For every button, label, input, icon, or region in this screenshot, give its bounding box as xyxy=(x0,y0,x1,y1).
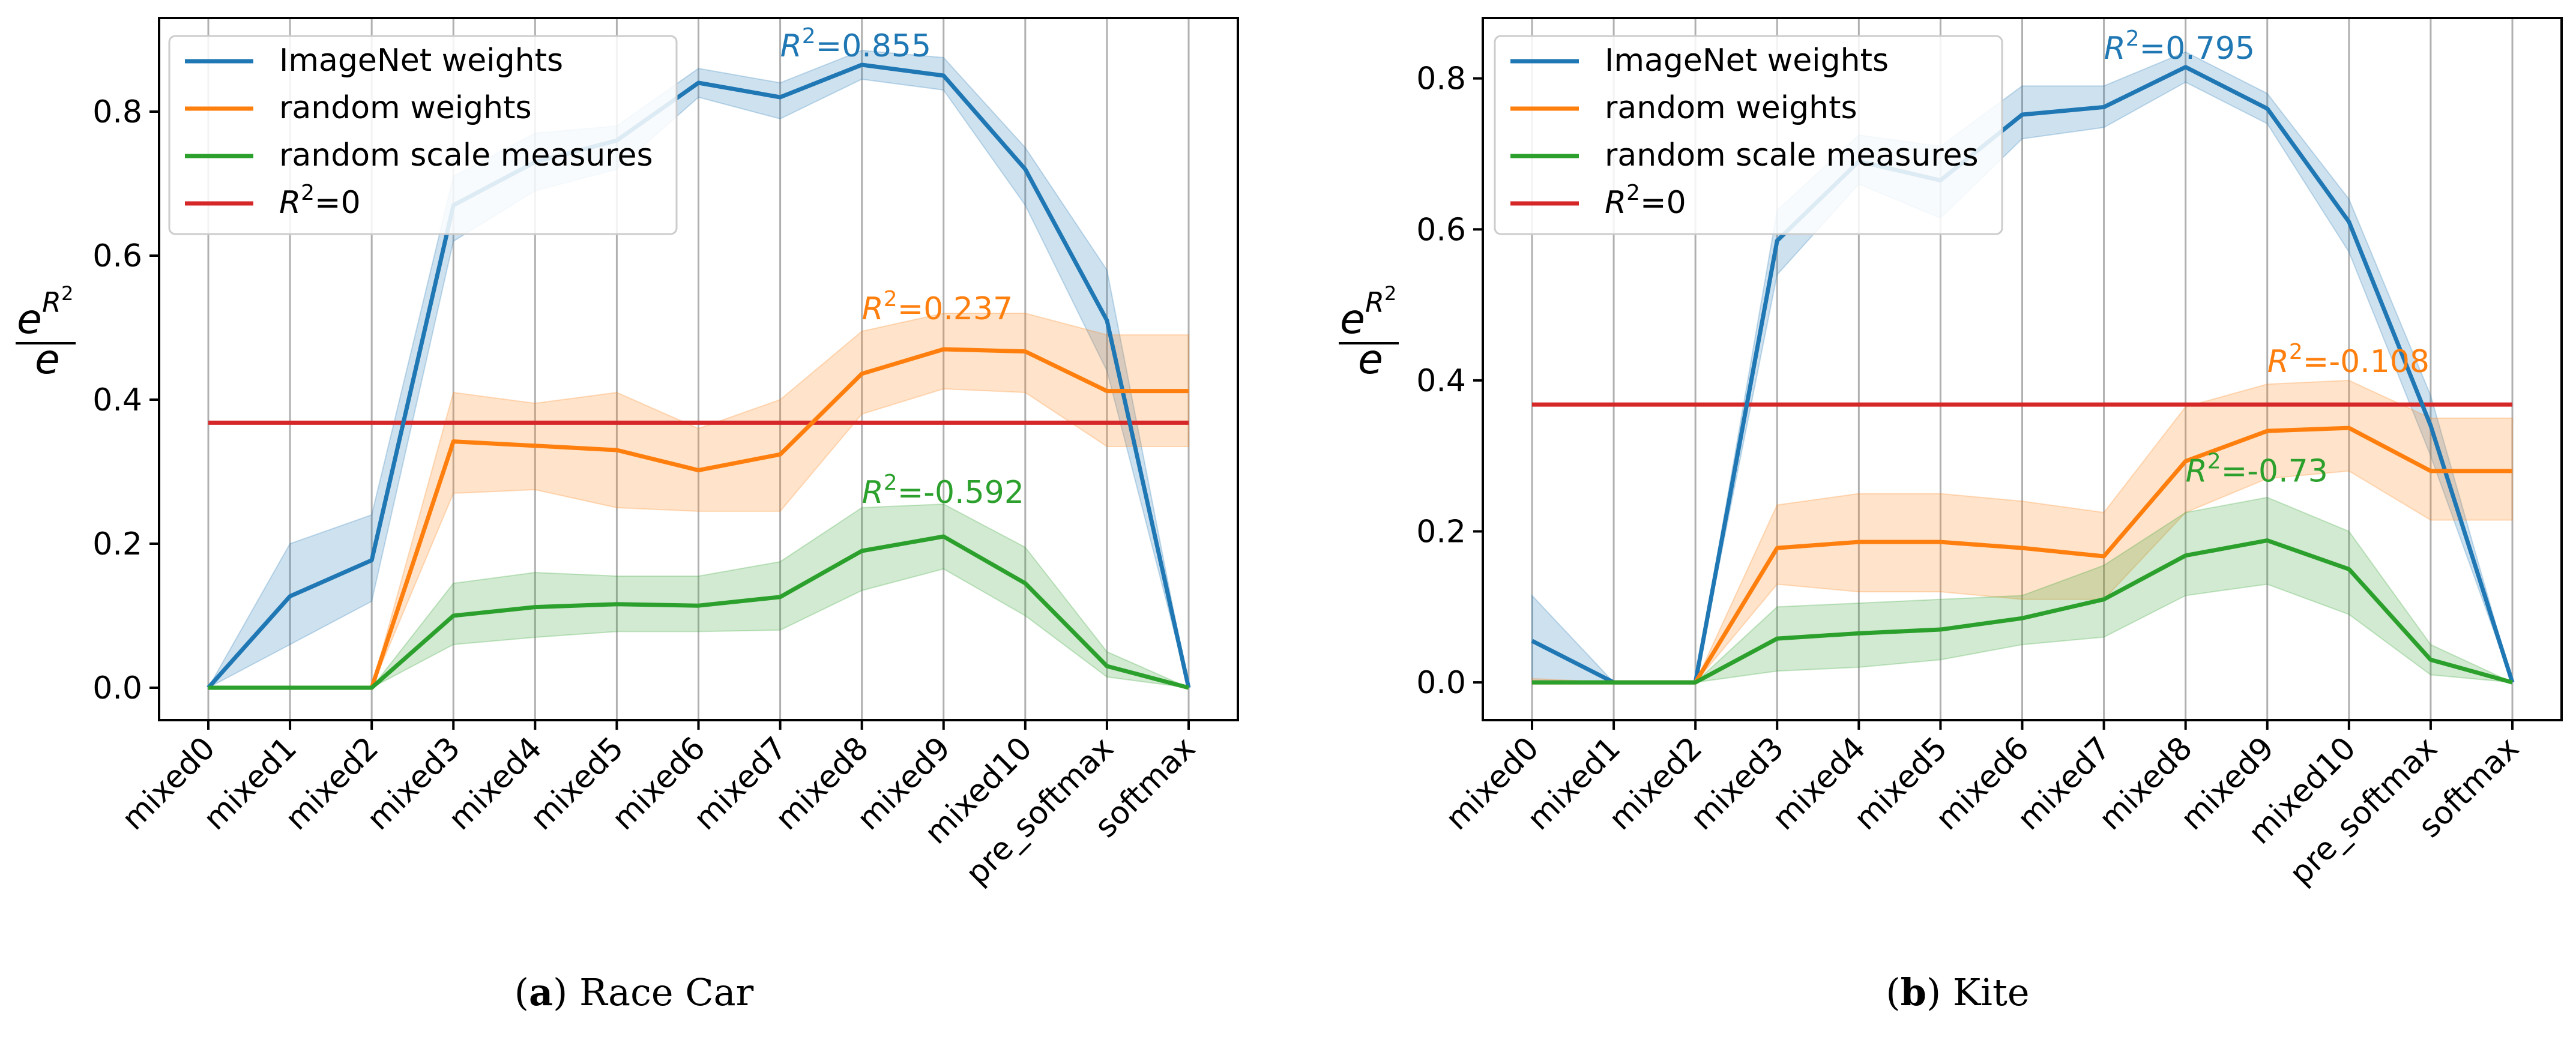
y-ticks: 0.0 0.2 0.4 0.6 0.8 xyxy=(92,94,159,706)
r2-annotations: R2=0.795 R2=-0.108 R2=-0.73 xyxy=(2104,26,2430,490)
ylabel-sup-r: R xyxy=(1365,286,1384,319)
y-ticks: 0.0 0.2 0.4 0.6 0.8 xyxy=(1416,61,1483,701)
legend-label-random-scale: random scale measures xyxy=(1605,137,1979,173)
legend-label-random-weights: random weights xyxy=(279,90,532,126)
series-line-imagenet xyxy=(207,62,1191,690)
r2-annotations: R2=0.855 R2=0.237 R2=-0.592 xyxy=(780,24,1024,511)
ytick-label-0-6: 0.6 xyxy=(1416,212,1466,248)
ytick-label-0-8: 0.8 xyxy=(92,94,142,130)
ylabel-sup-r: R xyxy=(42,286,61,319)
x-ticks: mixed0mixed1mixed2mixed3mixed4mixed5mixe… xyxy=(1439,720,2526,892)
panel-race-car: 0.0 0.2 0.4 0.6 0.8 mixed0mixed1mixed2mixed3… xyxy=(16,17,1239,1014)
caption-kite: (b) Kite xyxy=(1886,970,2029,1014)
legend-label-random-weights: random weights xyxy=(1605,90,1857,126)
annotation-r2-imagenet: R2=0.855 xyxy=(780,24,932,64)
legend-entry-random-scale: random scale measures xyxy=(185,137,653,173)
band-random-weights xyxy=(1531,379,2513,684)
ytick-label-0-8: 0.8 xyxy=(1416,61,1466,97)
panel-kite: 0.0 0.2 0.4 0.6 0.8 mixed0mixed1mixed2mixed3… xyxy=(1339,17,2563,1014)
legend-entry-random-weights: random weights xyxy=(185,90,532,126)
legend: ImageNet weights random weights random s… xyxy=(168,35,678,235)
x-ticks: mixed0mixed1mixed2mixed3mixed4mixed5mixe… xyxy=(115,720,1202,892)
ytick-label-0-4: 0.4 xyxy=(1416,363,1466,399)
annotation-r2-random-weights: R2=0.237 xyxy=(862,287,1013,327)
legend-label-baseline: R2=0 xyxy=(1605,181,1686,221)
band-random-scale xyxy=(1532,496,2513,684)
series-line-random-scale xyxy=(1532,538,2513,685)
legend-label-baseline: R2=0 xyxy=(279,181,361,221)
series-lines xyxy=(207,62,1191,690)
plot-frame xyxy=(158,17,1239,721)
legend-entry-random-weights: random weights xyxy=(1510,90,1857,126)
legend-box xyxy=(1494,35,2003,235)
ylabel-numerator-e: e xyxy=(17,296,42,343)
annotation-r2-random-scale: R2=-0.592 xyxy=(862,470,1024,511)
ytick-label-0-2: 0.2 xyxy=(92,526,142,562)
legend-entry-baseline: R2=0 xyxy=(185,181,361,221)
ylabel-denominator-e: e xyxy=(35,336,60,383)
ylabel-denominator-e: e xyxy=(1358,336,1383,383)
annotation-r2-random-scale: R2=-0.73 xyxy=(2186,449,2328,489)
annotation-r2-random-weights: R2=-0.108 xyxy=(2267,340,2430,380)
annotation-r2-imagenet: R2=0.795 xyxy=(2104,26,2255,67)
legend-entry-imagenet: ImageNet weights xyxy=(1510,43,1889,79)
ytick-label-0-4: 0.4 xyxy=(92,382,142,418)
legend: ImageNet weights random weights random s… xyxy=(1494,35,2003,235)
ytick-label-0-0: 0.0 xyxy=(92,670,142,706)
caption-race-car: (a) Race Car xyxy=(514,970,754,1014)
legend-label-imagenet: ImageNet weights xyxy=(1605,43,1889,79)
series-lines xyxy=(1531,65,2515,685)
legend-box xyxy=(168,35,678,235)
series-line-random-scale xyxy=(208,534,1189,690)
plot-frame xyxy=(1482,17,2563,721)
ytick-label-0-2: 0.2 xyxy=(1416,514,1466,550)
ylabel-sup-2: 2 xyxy=(61,282,73,305)
y-axis-label: e R 2 e xyxy=(16,282,76,383)
ytick-label-0-6: 0.6 xyxy=(92,238,142,274)
legend-label-random-scale: random scale measures xyxy=(279,137,653,173)
ytick-label-0-0: 0.0 xyxy=(1416,665,1466,701)
legend-entry-random-scale: random scale measures xyxy=(1510,137,1979,173)
legend-entry-baseline: R2=0 xyxy=(1510,181,1686,221)
y-axis-label: e R 2 e xyxy=(1339,282,1399,383)
ylabel-numerator-e: e xyxy=(1340,296,1365,343)
legend-label-imagenet: ImageNet weights xyxy=(279,43,563,79)
legend-entry-imagenet: ImageNet weights xyxy=(185,43,563,79)
ylabel-sup-2: 2 xyxy=(1384,282,1396,305)
